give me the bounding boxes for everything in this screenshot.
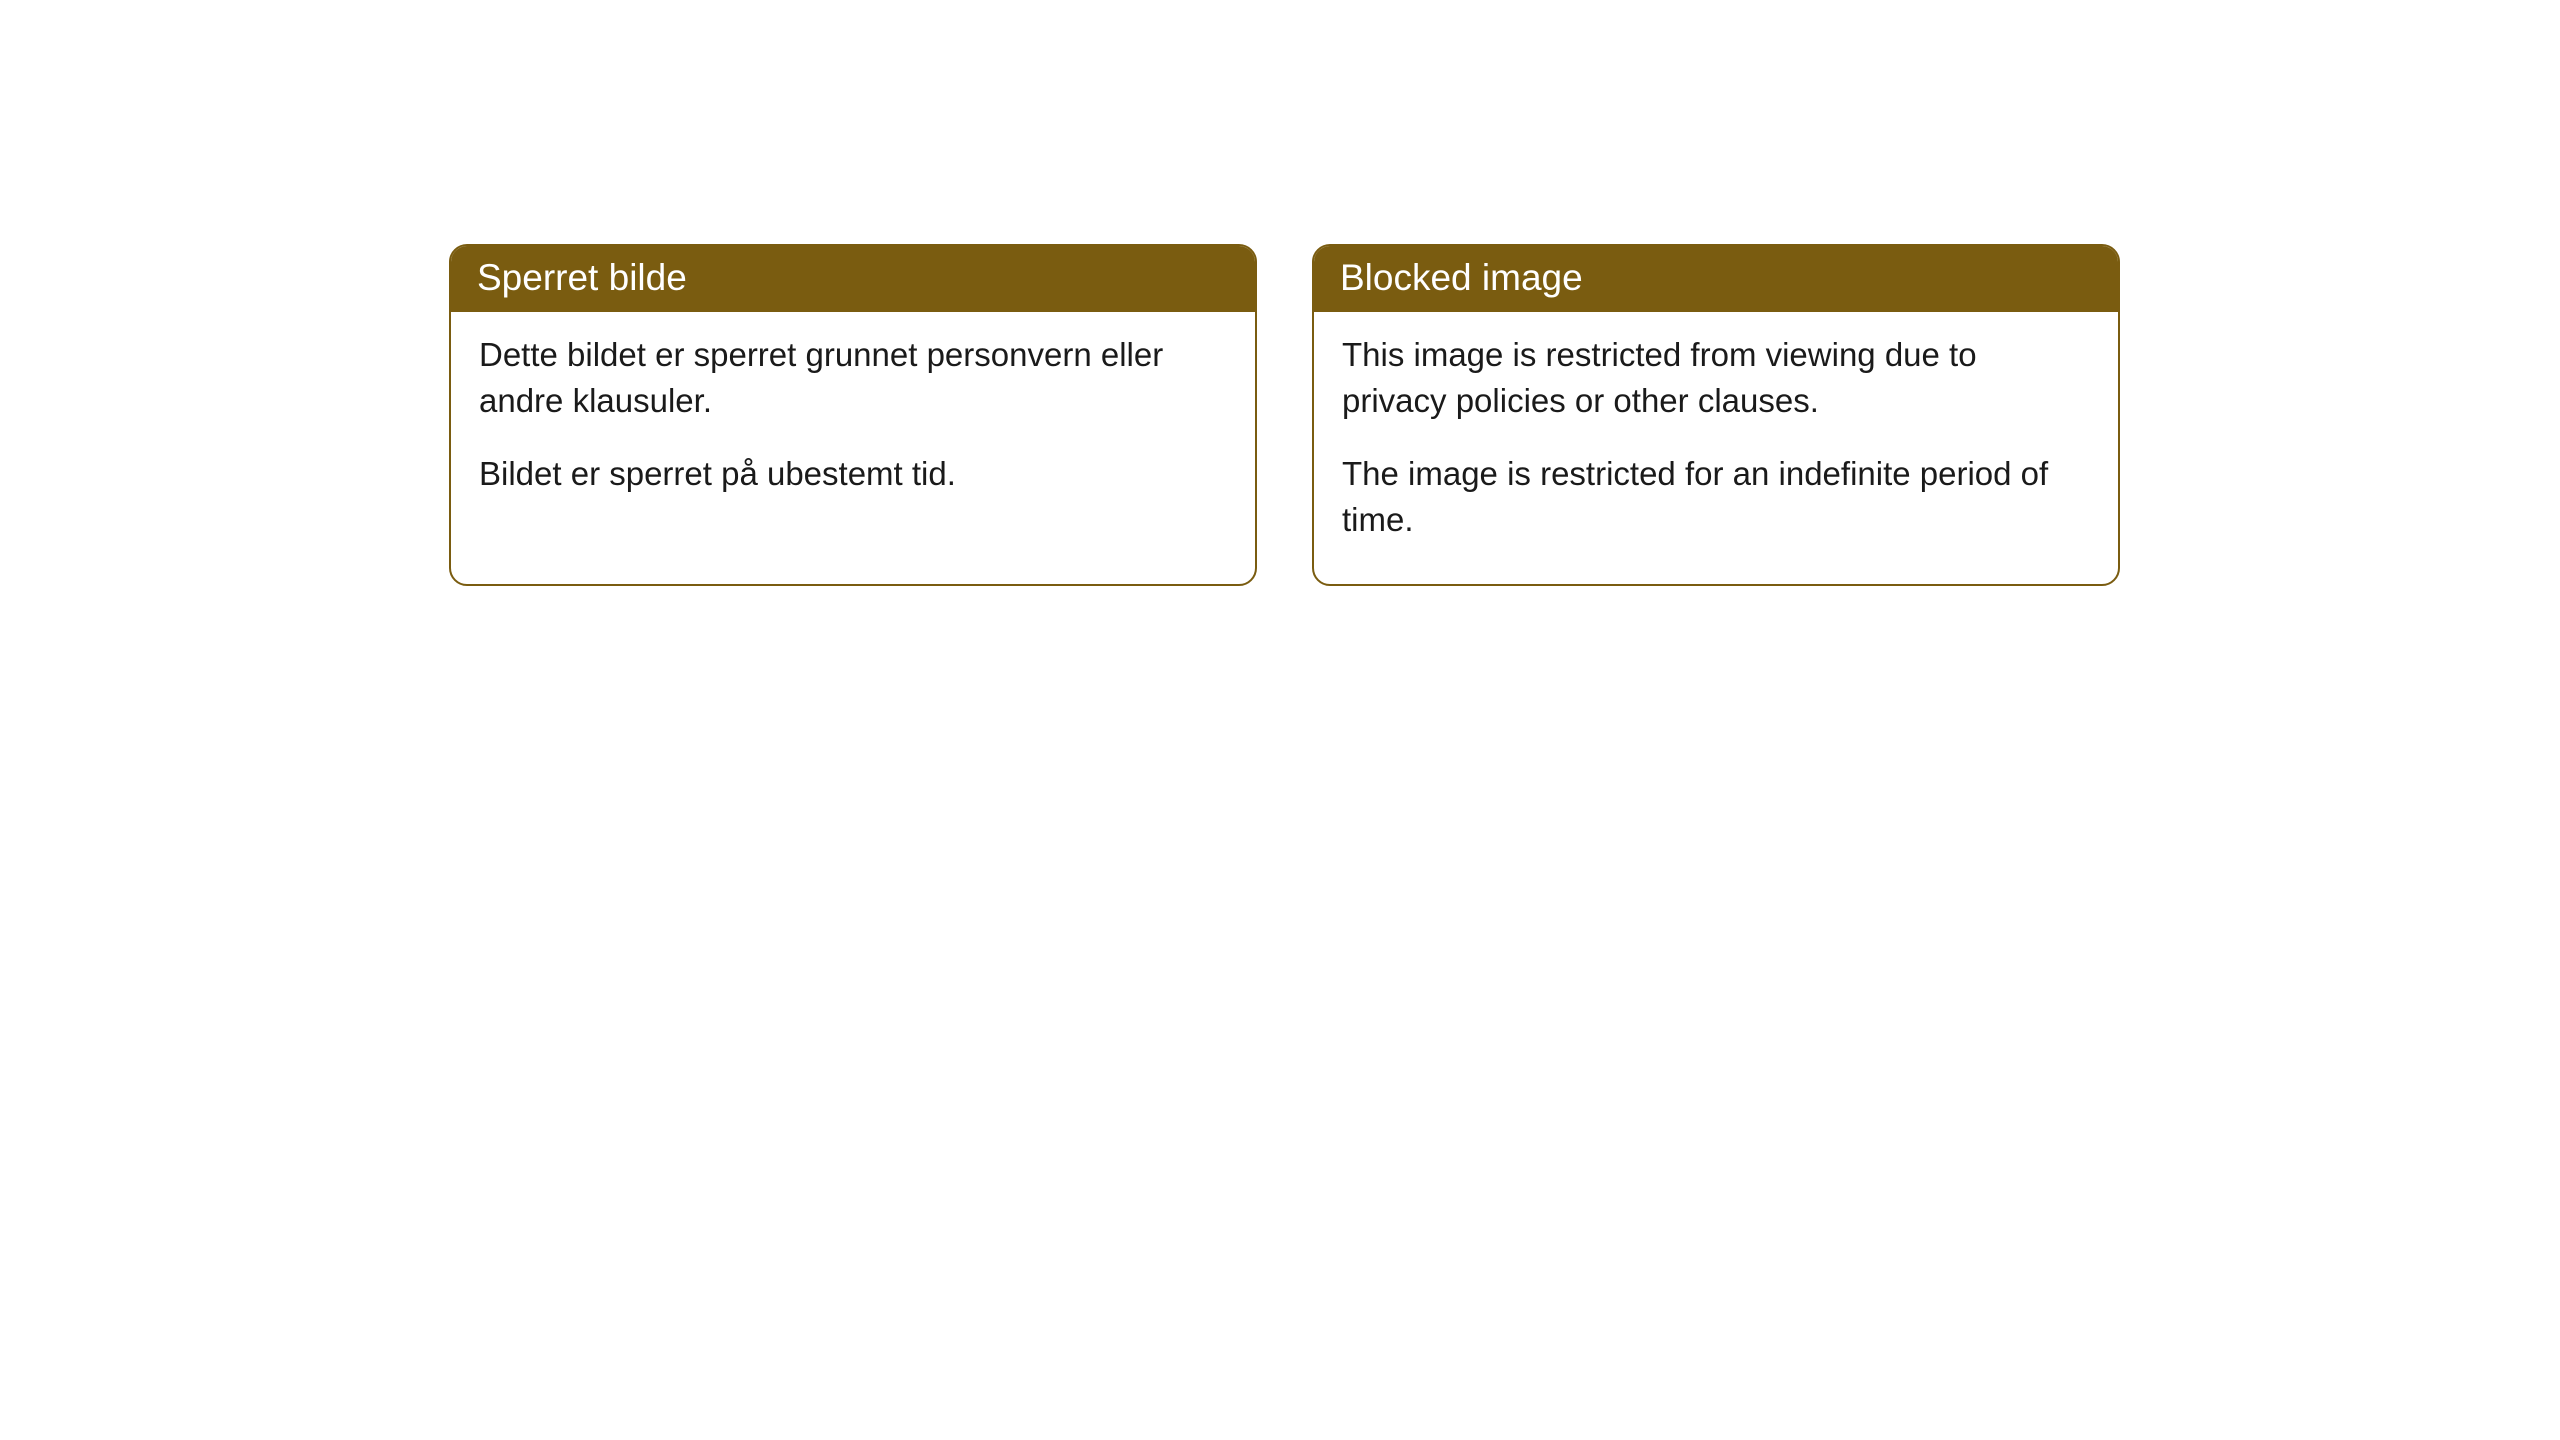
card-body: Dette bildet er sperret grunnet personve… — [451, 312, 1255, 539]
notice-cards-container: Sperret bilde Dette bildet er sperret gr… — [0, 0, 2560, 586]
notice-paragraph: Dette bildet er sperret grunnet personve… — [479, 332, 1227, 423]
blocked-image-card-norwegian: Sperret bilde Dette bildet er sperret gr… — [449, 244, 1257, 586]
card-body: This image is restricted from viewing du… — [1314, 312, 2118, 584]
blocked-image-card-english: Blocked image This image is restricted f… — [1312, 244, 2120, 586]
notice-paragraph: The image is restricted for an indefinit… — [1342, 451, 2090, 542]
card-header: Blocked image — [1314, 246, 2118, 312]
notice-paragraph: This image is restricted from viewing du… — [1342, 332, 2090, 423]
card-header: Sperret bilde — [451, 246, 1255, 312]
notice-paragraph: Bildet er sperret på ubestemt tid. — [479, 451, 1227, 497]
